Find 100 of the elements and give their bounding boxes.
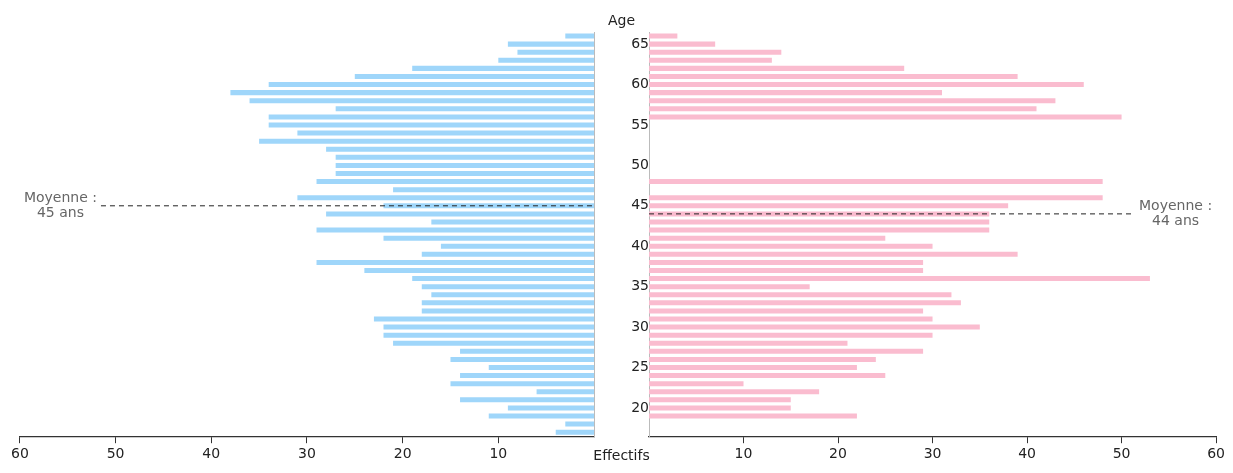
- bar: [649, 251, 1018, 257]
- bar: [460, 397, 594, 403]
- bar: [649, 179, 1103, 185]
- bar: [507, 405, 594, 411]
- bar: [565, 421, 594, 427]
- bar: [649, 397, 791, 403]
- ref-line-label: Moyenne : 44 ans: [1139, 197, 1213, 229]
- x-tick-label: 30: [298, 445, 316, 462]
- bar: [555, 429, 594, 435]
- bar: [421, 284, 594, 290]
- bar: [259, 138, 594, 144]
- bar: [565, 33, 594, 39]
- bar: [335, 162, 594, 168]
- bar: [649, 373, 886, 379]
- bar: [383, 332, 594, 338]
- bar: [649, 348, 924, 354]
- bar: [649, 300, 961, 306]
- bar: [421, 308, 594, 314]
- bar: [649, 381, 744, 387]
- bar: [421, 251, 594, 257]
- bar: [649, 227, 990, 233]
- bar: [649, 73, 1018, 79]
- bar: [316, 179, 594, 185]
- y-tick-label: 25: [631, 358, 650, 375]
- y-axis-title: Age: [607, 11, 636, 28]
- bar: [268, 82, 594, 88]
- bar: [649, 82, 1084, 88]
- y-tick-label: 65: [631, 34, 650, 51]
- x-tick-label: 10: [734, 445, 753, 462]
- x-axis-title: Effectifs: [593, 446, 650, 463]
- bar: [649, 405, 791, 411]
- x-tick-label: 10: [489, 445, 508, 462]
- x-tick-label: 20: [393, 445, 412, 462]
- bar: [268, 122, 594, 128]
- bar: [649, 389, 820, 395]
- bar: [649, 276, 1150, 282]
- bar: [649, 316, 933, 322]
- bar: [326, 146, 594, 152]
- bar: [268, 114, 594, 120]
- bar: [649, 65, 905, 71]
- bar: [649, 356, 876, 362]
- x-tick-label: 20: [829, 445, 847, 462]
- bar: [649, 324, 980, 330]
- bar: [488, 364, 594, 370]
- bar: [649, 259, 924, 265]
- bar: [649, 413, 857, 419]
- y-tick-label: 35: [631, 277, 650, 294]
- bar: [431, 219, 594, 225]
- bar: [230, 90, 594, 96]
- x-tick-label: 50: [106, 445, 125, 462]
- x-tick-label: 40: [1018, 445, 1036, 462]
- bar: [460, 348, 594, 354]
- bar: [649, 308, 924, 314]
- bar: [335, 170, 594, 176]
- y-tick-label: 40: [631, 236, 650, 253]
- bar: [364, 267, 594, 273]
- bar: [498, 57, 594, 63]
- bar: [649, 114, 1122, 120]
- bar: [649, 267, 924, 273]
- bar: [649, 219, 990, 225]
- bar: [373, 316, 594, 322]
- bar: [649, 33, 678, 39]
- bar: [649, 49, 782, 55]
- y-tick-label: 20: [631, 398, 650, 415]
- x-tick-label: 50: [1112, 445, 1131, 462]
- x-tick-label: 40: [202, 445, 221, 462]
- bar: [517, 49, 594, 55]
- bar: [297, 195, 594, 201]
- bar: [450, 356, 594, 362]
- bar: [316, 227, 594, 233]
- bar: [649, 195, 1103, 201]
- bar: [326, 211, 594, 217]
- bar: [649, 203, 1009, 209]
- bar: [649, 284, 810, 290]
- bar: [440, 243, 594, 249]
- x-tick-label: 30: [923, 445, 942, 462]
- bar: [412, 276, 594, 282]
- bar: [354, 73, 594, 79]
- y-tick-label: 45: [631, 196, 650, 213]
- bar: [393, 187, 594, 193]
- y-tick-label: 55: [631, 115, 650, 132]
- bar: [450, 381, 594, 387]
- bar: [649, 340, 848, 346]
- bar: [297, 130, 594, 136]
- bar: [536, 389, 594, 395]
- bar: [316, 259, 594, 265]
- bar: [412, 65, 594, 71]
- bar: [383, 235, 594, 241]
- bar: [649, 90, 942, 96]
- bar: [649, 235, 886, 241]
- y-tick-label: 30: [631, 317, 650, 334]
- x-tick-label: 60: [10, 445, 29, 462]
- bar: [488, 413, 594, 419]
- ref-line-label: Moyenne : 45 ans: [23, 188, 97, 220]
- bar: [649, 106, 1037, 112]
- bar: [460, 373, 594, 379]
- bar: [649, 332, 933, 338]
- bar: [335, 106, 594, 112]
- x-tick-label: 60: [1207, 445, 1226, 462]
- bar: [649, 57, 772, 63]
